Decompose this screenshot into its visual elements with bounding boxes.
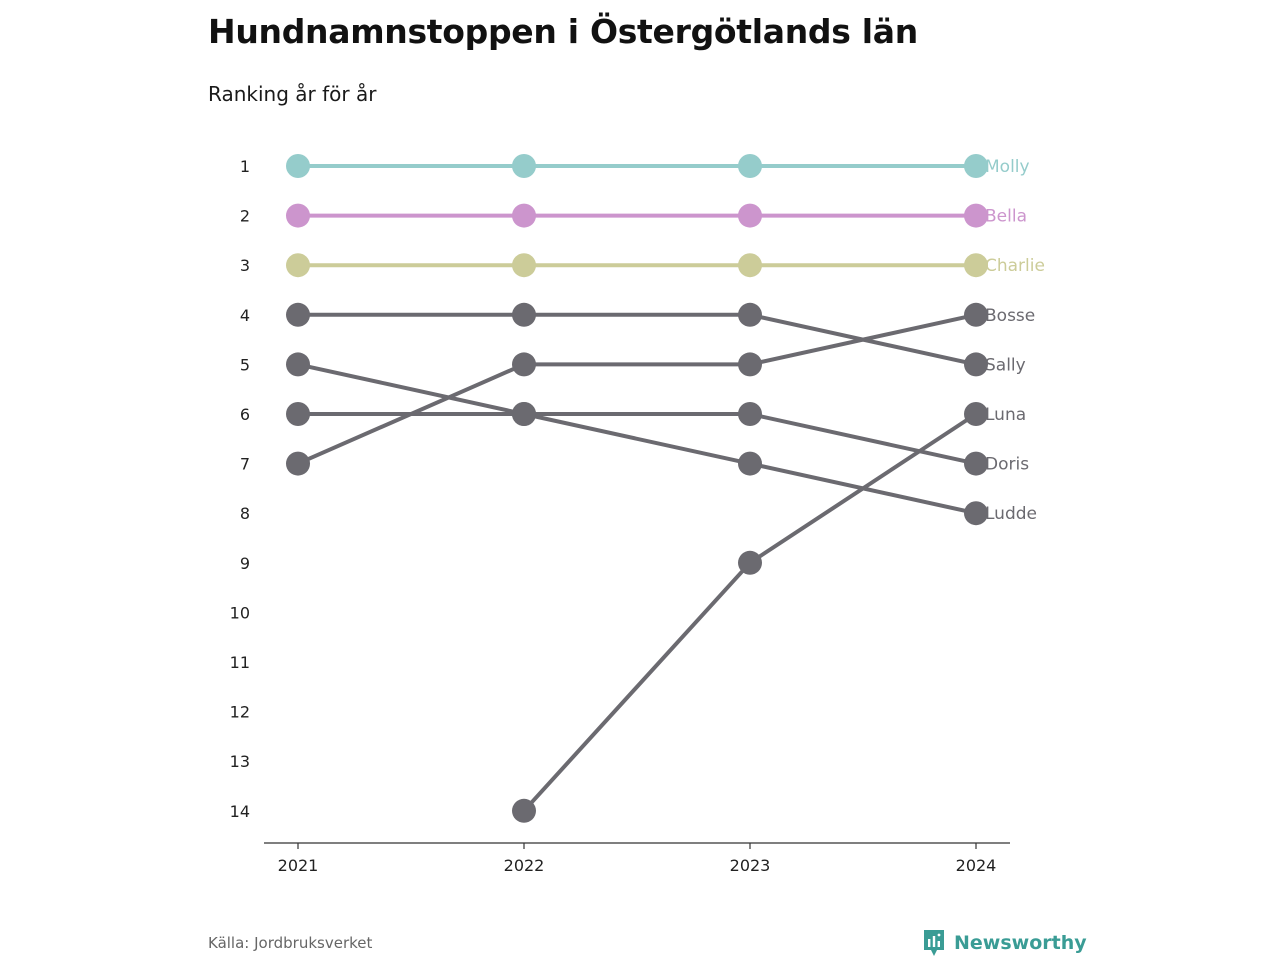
data-point-ludde [738, 451, 762, 476]
data-point-luna [738, 550, 762, 575]
x-tick-label: 2022 [504, 856, 545, 875]
series-label-luna: Luna [985, 405, 1026, 425]
chart-title: Hundnamnstoppen i Östergötlands län [208, 12, 918, 51]
series-label-sally: Sally [985, 355, 1026, 375]
data-point-sally [964, 352, 988, 377]
data-point-charlie [738, 253, 762, 278]
data-point-luna [964, 402, 988, 426]
data-point-bella [512, 203, 536, 228]
data-point-molly [964, 154, 988, 178]
data-point-charlie [286, 253, 310, 278]
data-point-bosse [512, 352, 536, 377]
x-tick-label: 2023 [730, 856, 771, 875]
y-tick-label: 7 [240, 455, 250, 474]
data-point-bosse [738, 352, 762, 377]
data-point-ludde [286, 352, 310, 377]
y-tick-label: 9 [240, 554, 250, 573]
y-tick-label: 11 [230, 653, 250, 672]
data-point-sally [286, 302, 310, 327]
series-line-ludde [297, 362, 977, 516]
x-axis: 2021 2022 2023 2024 [278, 843, 997, 875]
y-tick-label: 14 [230, 802, 250, 821]
data-point-charlie [512, 253, 536, 278]
data-point-ludde [512, 402, 536, 426]
series-lines [297, 164, 978, 813]
data-point-ludde [964, 501, 988, 526]
series-points [286, 154, 988, 823]
y-tick-label: 2 [240, 207, 250, 226]
y-tick-label: 6 [240, 405, 250, 424]
series-label-charlie: Charlie [985, 256, 1045, 276]
data-point-bosse [286, 451, 310, 476]
x-tick-label: 2021 [278, 856, 319, 875]
series-label-molly: Molly [985, 157, 1030, 177]
series-label-bosse: Bosse [985, 306, 1035, 326]
newsworthy-logo-icon [924, 930, 944, 956]
data-point-bella [738, 203, 762, 228]
source-note: Källa: Jordbruksverket [208, 934, 373, 952]
chart-subtitle: Ranking år för år [208, 82, 377, 106]
data-point-luna [512, 798, 536, 823]
x-tick-label: 2024 [956, 856, 997, 875]
y-tick-label: 13 [230, 752, 250, 771]
data-point-sally [738, 302, 762, 327]
data-point-charlie [964, 253, 988, 278]
series-label-ludde: Ludde [985, 504, 1037, 524]
series-label-doris: Doris [985, 455, 1029, 475]
y-tick-label: 5 [240, 355, 250, 374]
data-point-molly [738, 154, 762, 178]
series-label-bella: Bella [985, 207, 1027, 227]
data-point-doris [964, 451, 988, 476]
data-point-bella [286, 203, 310, 228]
y-tick-label: 8 [240, 504, 250, 523]
y-tick-label: 1 [240, 157, 250, 176]
y-tick-label: 10 [230, 603, 250, 622]
data-point-doris [286, 402, 310, 426]
brand-name: Newsworthy [954, 932, 1087, 954]
data-point-bosse [964, 302, 988, 327]
y-tick-label: 3 [240, 256, 250, 275]
data-point-doris [738, 402, 762, 426]
series-line-sally [298, 312, 977, 367]
y-tick-label: 4 [240, 306, 250, 325]
data-point-sally [512, 302, 536, 327]
series-labels: Molly Bella Charlie Bosse Sally Luna Doris Ludd… [985, 157, 1045, 524]
data-point-bella [964, 203, 988, 228]
y-tick-label: 12 [230, 703, 250, 722]
data-point-molly [286, 154, 310, 178]
newsworthy-brand[interactable]: Newsworthy [922, 928, 1087, 958]
data-point-molly [512, 154, 536, 178]
series-line-doris [298, 412, 977, 466]
